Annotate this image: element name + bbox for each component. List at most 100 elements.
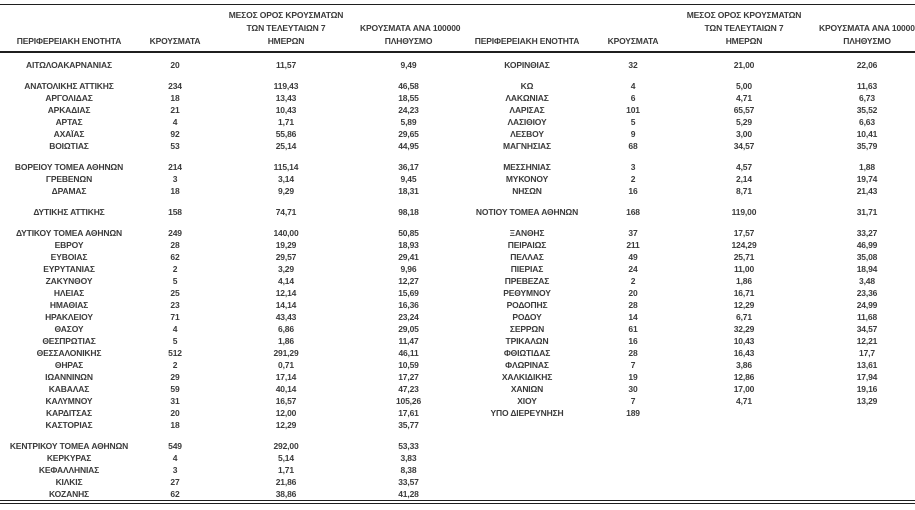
- right-per100k-cell: [819, 464, 915, 476]
- right-region-cell: ΦΘΙΩΤΙΔΑΣ: [503, 348, 551, 358]
- table-row: ΒΟΙΩΤΙΑΣ 53 25,14 44,95 ΜΑΓΝΗΣΙΑΣ 68 34,57 35,7…: [0, 140, 915, 152]
- right-region-cell: ΜΥΚΟΝΟΥ: [505, 174, 549, 184]
- left-region-cell: ΖΑΚΥΝΘΟΥ: [45, 276, 93, 286]
- left-avg7-cell: 1,71: [278, 117, 294, 127]
- right-region-cell: ΛΑΡΙΣΑΣ: [509, 105, 545, 115]
- left-region-cell: ΚΕΡΚΥΡΑΣ: [46, 453, 92, 463]
- right-cases-cell: 68: [628, 141, 638, 151]
- left-region-cell: ΗΜΑΘΙΑΣ: [49, 300, 89, 310]
- spacer-cell: [0, 152, 915, 161]
- right-cases-cell: 28: [628, 348, 638, 358]
- left-cases-cell: 549: [168, 441, 182, 451]
- left-avg7-cell: 17,14: [275, 372, 297, 382]
- right-per100k-cell: 17,7: [859, 348, 875, 358]
- left-header-avg7: ΜΕΣΟΣ ΟΡΟΣ ΚΡΟΥΣΜΑΤΩΝ ΤΩΝ ΤΕΛΕΥΤΑΙΩΝ 7 Η…: [212, 5, 360, 53]
- right-cases-cell: 6: [630, 93, 636, 103]
- right-cases-cell: 4: [630, 81, 636, 91]
- left-region-cell: ΑΙΤΩΛΟΑΚΑΡΝΑΝΙΑΣ: [26, 60, 112, 70]
- right-avg7-cell: 4,57: [736, 162, 752, 172]
- right-avg7-cell: 17,57: [733, 228, 755, 238]
- right-per100k-cell: 18,94: [856, 264, 878, 274]
- right-cases-cell: 32: [628, 60, 638, 70]
- right-avg7-cell: 119,00: [731, 207, 757, 217]
- left-cases-cell: 4: [172, 453, 178, 463]
- right-per100k-cell: 23,36: [856, 288, 878, 298]
- left-per100k-cell: 98,18: [398, 207, 419, 217]
- right-per100k-cell: 17,94: [856, 372, 878, 382]
- left-cases-cell: 20: [170, 408, 180, 418]
- right-region-cell: [457, 476, 597, 488]
- left-per100k-cell: 10,59: [398, 360, 419, 370]
- right-avg7-cell: [669, 407, 819, 419]
- right-avg7-cell: 21,00: [733, 60, 755, 70]
- left-per100k-cell: 29,41: [398, 252, 419, 262]
- table-row: ΚΑΡΔΙΤΣΑΣ 20 12,00 17,61 ΥΠΟ ΔΙΕΡΕΥΝΗΣΗ 189: [0, 407, 915, 419]
- table-row: ΑΧΑΪΑΣ 92 55,86 29,65 ΛΕΣΒΟΥ 9 3,00 10,41: [0, 128, 915, 140]
- spacer-cell: [0, 431, 915, 440]
- table-row: ΘΕΣΣΑΛΟΝΙΚΗΣ 512 291,29 46,11 ΦΘΙΩΤΙΔΑΣ 28 16,…: [0, 347, 915, 359]
- left-cases-cell: 27: [170, 477, 180, 487]
- right-region-cell: [457, 419, 597, 431]
- right-cases-cell: 28: [628, 300, 638, 310]
- left-per100k-cell: 17,61: [398, 408, 419, 418]
- right-region-cell: ΡΟΔΟΥ: [512, 312, 542, 322]
- table-row: ΚΑΛΥΜΝΟΥ 31 16,57 105,26 ΧΙΟΥ 7 4,71 13,29: [0, 395, 915, 407]
- left-cases-cell: 4: [172, 324, 178, 334]
- right-region-cell: ΧΑΛΚΙΔΙΚΗΣ: [501, 372, 553, 382]
- left-per100k-cell: 16,36: [398, 300, 419, 310]
- table-row: ΒΟΡΕΙΟΥ ΤΟΜΕΑ ΑΘΗΝΩΝ 214 115,14 36,17 ΜΕΣΣΗΝ…: [0, 161, 915, 173]
- spacer-row: [0, 431, 915, 440]
- right-cases-cell: 20: [628, 288, 638, 298]
- left-per100k-cell: 8,38: [400, 465, 417, 475]
- left-cases-cell: 25: [170, 288, 180, 298]
- right-per100k-cell: 22,06: [856, 60, 878, 70]
- left-per100k-cell: 15,69: [398, 288, 419, 298]
- right-avg7-cell: 5,29: [736, 117, 752, 127]
- right-avg7-cell: 2,14: [736, 174, 752, 184]
- right-per100k-cell: 12,21: [856, 336, 878, 346]
- left-region-cell: ΔΥΤΙΚΗΣ ΑΤΤΙΚΗΣ: [33, 207, 105, 217]
- right-header-per100k-line2: ΠΛΗΘΥΣΜΟ: [843, 36, 891, 46]
- right-per100k-cell: 35,52: [856, 105, 878, 115]
- right-region-cell: ΠΕΛΛΑΣ: [510, 252, 544, 262]
- table-row: ΕΒΡΟΥ 28 19,29 18,93 ΠΕΙΡΑΙΩΣ 211 124,29 46,99: [0, 239, 915, 251]
- left-region-cell: ΑΡΤΑΣ: [55, 117, 83, 127]
- left-per100k-cell: 50,85: [398, 228, 419, 238]
- left-region-cell: ΘΕΣΣΑΛΟΝΙΚΗΣ: [36, 348, 102, 358]
- left-per100k-cell: 9,45: [400, 174, 417, 184]
- right-cases-cell: 2: [630, 174, 636, 184]
- left-avg7-cell: 29,57: [275, 252, 297, 262]
- left-per100k-cell: 105,26: [395, 396, 422, 406]
- left-avg7-cell: 12,29: [275, 420, 297, 430]
- left-region-cell: ΗΛΕΙΑΣ: [53, 288, 85, 298]
- right-avg7-cell: [669, 464, 819, 476]
- right-cases-cell: 16: [628, 336, 638, 346]
- table-row: ΚΕΡΚΥΡΑΣ 4 5,14 3,83: [0, 452, 915, 464]
- right-region-cell: ΥΠΟ ΔΙΕΡΕΥΝΗΣΗ: [490, 408, 564, 418]
- right-per100k-cell: 21,43: [856, 186, 878, 196]
- right-region-cell: ΠΕΙΡΑΙΩΣ: [507, 240, 547, 250]
- left-avg7-cell: 6,86: [278, 324, 294, 334]
- left-cases-cell: 18: [170, 420, 180, 430]
- right-cases-cell: 61: [628, 324, 638, 334]
- left-avg7-cell: 38,86: [275, 489, 297, 499]
- right-region-cell: ΠΙΕΡΙΑΣ: [510, 264, 544, 274]
- right-region-cell: [457, 452, 597, 464]
- left-per100k-cell: 24,23: [398, 105, 419, 115]
- right-avg7-cell: 1,86: [736, 276, 752, 286]
- left-avg7-cell: 119,43: [273, 81, 299, 91]
- right-cases-cell: 2: [630, 276, 636, 286]
- right-header-avg7-line1: ΜΕΣΟΣ ΟΡΟΣ ΚΡΟΥΣΜΑΤΩΝ: [686, 10, 802, 20]
- right-header-region-label: ΠΕΡΙΦΕΡΕΙΑΚΗ ΕΝΟΤΗΤΑ: [474, 36, 580, 46]
- table-row: ΚΑΒΑΛΑΣ 59 40,14 47,23 ΧΑΝΙΩΝ 30 17,00 19,16: [0, 383, 915, 395]
- left-header-per100k: ΚΡΟΥΣΜΑΤΑ ΑΝΑ 100000 ΠΛΗΘΥΣΜΟ: [360, 5, 461, 53]
- spacer-cell: [0, 71, 915, 80]
- left-per100k-cell: 9,96: [400, 264, 417, 274]
- left-per100k-cell: 3,83: [400, 453, 417, 463]
- left-per100k-cell: 23,24: [398, 312, 419, 322]
- right-region-cell: ΞΑΝΘΗΣ: [509, 228, 545, 238]
- left-cases-cell: 2: [172, 264, 178, 274]
- left-cases-cell: 158: [168, 207, 182, 217]
- left-per100k-cell: 29,65: [398, 129, 419, 139]
- left-per100k-cell: 5,89: [400, 117, 417, 127]
